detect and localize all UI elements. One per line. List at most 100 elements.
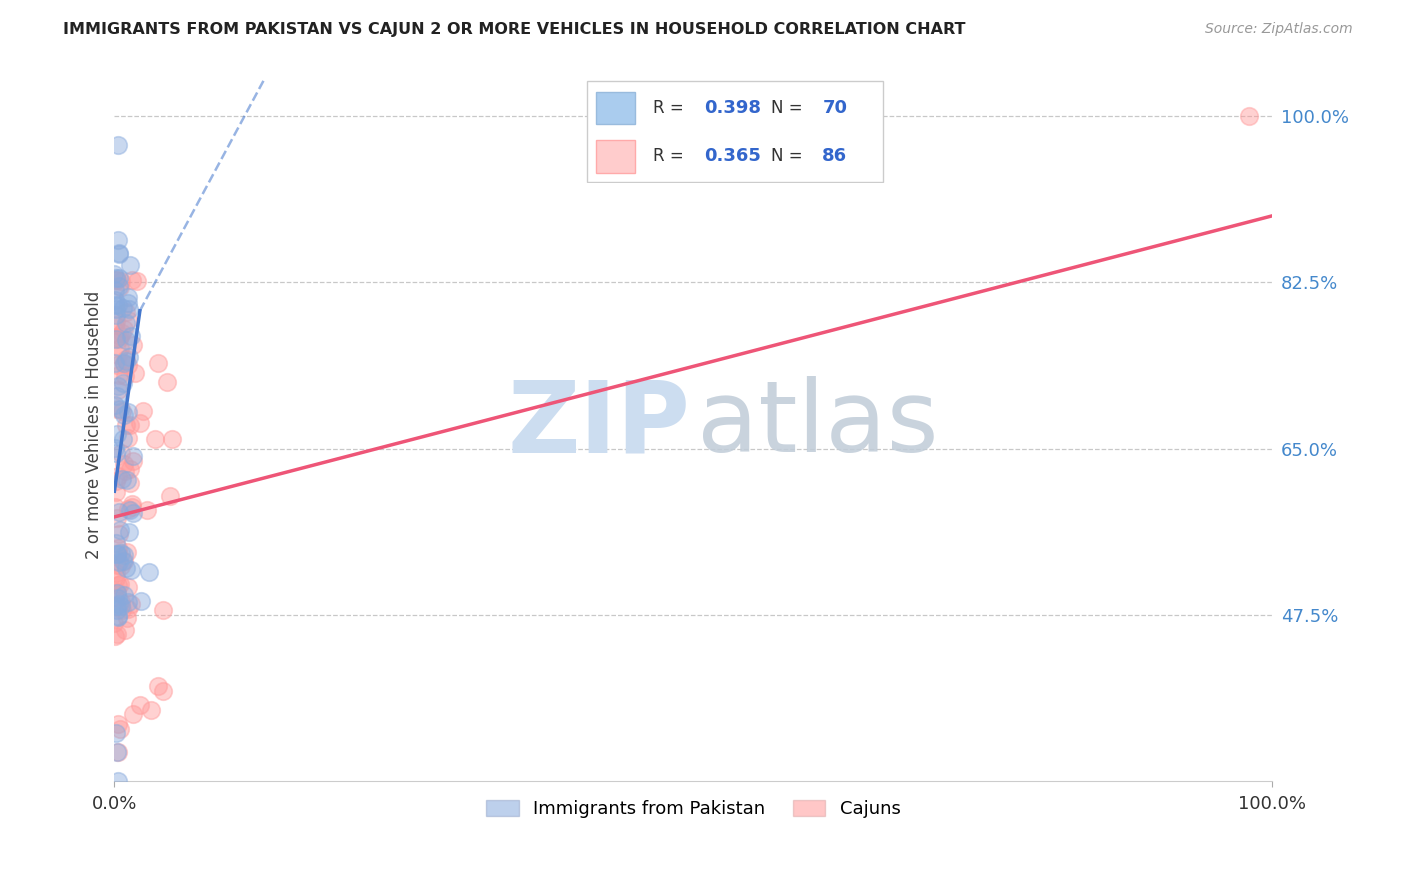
Point (111, 432, 134, 446)
Point (162, 432, 184, 446)
Point (115, 353, 138, 368)
Point (117, 405, 139, 419)
Point (105, 510, 128, 524)
Point (117, 580, 139, 594)
Point (110, 274, 132, 288)
Point (121, 500, 143, 515)
Point (108, 555, 131, 569)
Point (121, 338, 143, 352)
Point (1239, 109, 1261, 123)
Point (105, 547, 128, 561)
Point (118, 302, 141, 317)
Point (107, 717, 129, 731)
Point (108, 341, 131, 355)
Point (117, 602, 139, 616)
Point (117, 358, 139, 372)
Point (118, 525, 141, 540)
Point (121, 506, 143, 520)
Point (104, 726, 127, 740)
Point (120, 461, 142, 475)
Point (114, 464, 136, 478)
FancyBboxPatch shape (596, 140, 636, 173)
Point (107, 505, 129, 519)
Point (111, 301, 134, 315)
Point (121, 273, 143, 287)
Point (124, 366, 146, 380)
Point (105, 627, 128, 641)
Point (110, 446, 132, 460)
Point (104, 314, 127, 328)
Point (110, 546, 132, 560)
Point (117, 312, 139, 326)
Point (108, 527, 131, 541)
Text: 86: 86 (823, 147, 848, 165)
Point (107, 609, 129, 624)
Point (105, 332, 128, 346)
Point (104, 271, 127, 285)
Text: atlas: atlas (697, 376, 939, 474)
Point (104, 283, 127, 297)
Point (148, 679, 170, 693)
Point (125, 274, 148, 288)
Point (105, 358, 128, 372)
Point (110, 401, 132, 416)
Point (117, 290, 139, 304)
Text: 70: 70 (823, 99, 848, 117)
Text: R =: R = (652, 147, 689, 165)
Point (129, 593, 152, 607)
Point (107, 271, 129, 285)
Point (132, 403, 155, 417)
Point (103, 267, 125, 281)
Point (108, 368, 131, 383)
Point (152, 683, 174, 698)
Point (107, 591, 129, 605)
Point (103, 615, 125, 630)
Point (105, 330, 128, 344)
Point (105, 547, 128, 561)
Point (105, 571, 128, 585)
Point (108, 523, 131, 537)
Point (112, 408, 135, 422)
Point (135, 503, 157, 517)
Point (117, 502, 139, 516)
Point (114, 623, 136, 637)
Point (105, 746, 128, 760)
Point (104, 298, 127, 312)
Point (159, 489, 181, 503)
Point (104, 293, 127, 307)
Point (107, 233, 129, 247)
Point (112, 588, 135, 602)
Point (107, 746, 129, 760)
Point (117, 432, 139, 446)
Point (105, 585, 128, 599)
Point (107, 298, 129, 312)
Point (148, 356, 170, 370)
Point (114, 351, 136, 366)
Point (104, 446, 127, 460)
Point (111, 472, 134, 486)
Point (118, 503, 141, 517)
Point (114, 368, 136, 383)
Point (108, 333, 131, 347)
Point (120, 329, 142, 343)
Point (107, 577, 129, 591)
Point (105, 388, 128, 402)
Point (107, 379, 129, 393)
Point (120, 563, 142, 577)
Point (143, 432, 166, 446)
Point (104, 398, 127, 412)
Point (112, 457, 135, 471)
Point (122, 707, 145, 722)
Point (117, 296, 139, 310)
Point (112, 376, 135, 390)
Point (105, 272, 128, 286)
Point (110, 559, 132, 574)
Point (107, 384, 129, 398)
Point (104, 591, 127, 605)
Point (112, 549, 135, 563)
Point (107, 245, 129, 260)
Point (104, 308, 127, 322)
Point (105, 535, 128, 549)
Point (120, 597, 142, 611)
Point (105, 599, 128, 613)
